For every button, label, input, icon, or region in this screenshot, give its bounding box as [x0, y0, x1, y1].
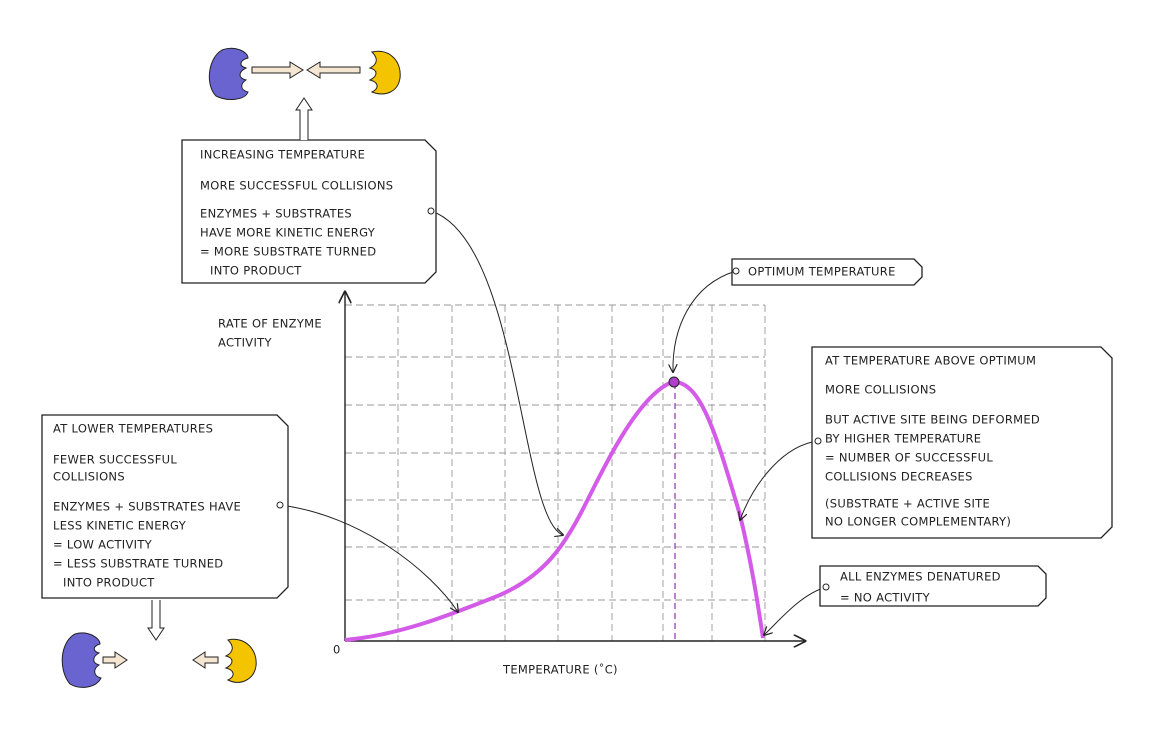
optimum-point: [668, 376, 680, 388]
box-heading: INCREASING TEMPERATURE: [200, 148, 365, 162]
box-text: COLLISIONS DECREASES: [825, 470, 973, 484]
grid: [345, 304, 766, 641]
box-text: COLLISIONS: [53, 470, 125, 484]
y-axis-label: ACTIVITY: [218, 336, 272, 350]
activity-curve: [344, 379, 765, 642]
box-heading: AT TEMPERATURE ABOVE OPTIMUM: [825, 354, 1036, 368]
box-text: MORE COLLISIONS: [825, 383, 936, 397]
box-text: MORE SUCCESSFUL COLLISIONS: [200, 179, 393, 193]
box-text: NO LONGER COMPLEMENTARY): [825, 515, 1011, 529]
origin-label: 0: [333, 643, 341, 657]
box-heading: OPTIMUM TEMPERATURE: [748, 265, 896, 279]
box-text: (SUBSTRATE + ACTIVE SITE: [825, 497, 990, 511]
box-text: INTO PRODUCT: [63, 576, 155, 590]
leaders: [279, 210, 827, 635]
box-text: ENZYMES + SUBSTRATES HAVE: [53, 500, 241, 514]
box-text: = LESS SUBSTRATE TURNED: [53, 557, 223, 571]
box-heading: ALL ENZYMES DENATURED: [840, 570, 1001, 584]
enzyme-icons: [61, 47, 401, 688]
box-heading: AT LOWER TEMPERATURES: [53, 422, 213, 436]
box-text: BUT ACTIVE SITE BEING DEFORMED: [825, 413, 1040, 427]
axes: [345, 292, 805, 641]
box-text: BY HIGHER TEMPERATURE: [825, 432, 981, 446]
boxes: [41, 139, 1113, 607]
box-text: ENZYMES + SUBSTRATES: [200, 207, 352, 221]
box-text: HAVE MORE KINETIC ENERGY: [200, 226, 376, 240]
box-text: = NUMBER OF SUCCESSFUL: [825, 451, 993, 465]
y-axis-label: RATE OF ENZYME: [218, 317, 322, 331]
box-text: = NO ACTIVITY: [840, 591, 931, 605]
box-text: = LOW ACTIVITY: [53, 538, 153, 552]
box-text: LESS KINETIC ENERGY: [53, 519, 187, 533]
box-text: INTO PRODUCT: [210, 264, 302, 278]
box-text: FEWER SUCCESSFUL: [53, 453, 177, 467]
x-axis-label: TEMPERATURE (˚C): [502, 662, 618, 677]
box-text: = MORE SUBSTRATE TURNED: [200, 245, 376, 259]
